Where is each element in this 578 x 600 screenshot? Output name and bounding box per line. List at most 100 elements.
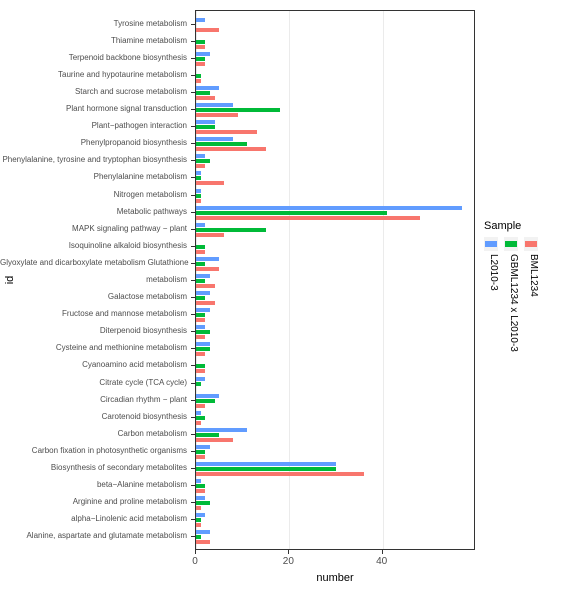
bar — [196, 154, 205, 158]
legend-label: BML1234 — [526, 254, 540, 297]
bar — [196, 438, 233, 442]
bar — [196, 467, 336, 471]
y-tick-mark — [191, 58, 195, 59]
y-axis-title: id — [4, 276, 16, 285]
legend-swatch — [485, 241, 497, 247]
bar — [196, 364, 205, 368]
bar — [196, 62, 205, 66]
x-tick-mark — [195, 550, 196, 554]
y-tick-label: MAPK signaling pathway − plant — [0, 225, 187, 233]
bar — [196, 342, 210, 346]
y-tick-label: Cyanoamino acid metabolism — [0, 361, 187, 369]
bar — [196, 369, 205, 373]
bar — [196, 523, 201, 527]
bar — [196, 382, 201, 386]
y-tick-mark — [191, 417, 195, 418]
bar — [196, 96, 215, 100]
bar — [196, 228, 266, 232]
y-tick-label: Carbon fixation in photosynthetic organi… — [0, 447, 187, 455]
y-tick-mark — [191, 383, 195, 384]
bar — [196, 518, 201, 522]
bar — [196, 245, 205, 249]
bar — [196, 489, 205, 493]
bar — [196, 113, 238, 117]
x-tick-label: 0 — [192, 556, 198, 567]
bar — [196, 335, 205, 339]
bar — [196, 428, 247, 432]
bar — [196, 176, 201, 180]
legend-item: GBML1234 x L2010-3 — [504, 237, 522, 352]
y-tick-label: Thiamine metabolism — [0, 36, 187, 44]
bar — [196, 313, 205, 317]
bar — [196, 296, 205, 300]
y-tick-mark — [191, 280, 195, 281]
y-tick-label: Plant hormone signal transduction — [0, 105, 187, 113]
y-tick-label: Cysteine and methionine metabolism — [0, 344, 187, 352]
y-tick-label: Plant−pathogen interaction — [0, 122, 187, 130]
y-tick-label: Nitrogen metabolism — [0, 190, 187, 198]
bar — [196, 455, 205, 459]
bar — [196, 206, 462, 210]
y-tick-label: Phenylalanine, tyrosine and tryptophan b… — [0, 156, 187, 164]
y-tick-mark — [191, 126, 195, 127]
y-tick-mark — [191, 24, 195, 25]
bar — [196, 164, 205, 168]
y-tick-label: Tyrosine metabolism — [0, 19, 187, 27]
bar — [196, 540, 210, 544]
bar — [196, 318, 205, 322]
bar — [196, 159, 210, 163]
bar — [196, 462, 336, 466]
bar — [196, 330, 210, 334]
y-tick-label: metabolism — [0, 276, 187, 284]
y-tick-mark — [191, 263, 195, 264]
bar — [196, 216, 420, 220]
y-tick-label: Carbon metabolism — [0, 430, 187, 438]
bar — [196, 301, 215, 305]
y-tick-mark — [191, 314, 195, 315]
y-tick-label: Alanine, aspartate and glutamate metabol… — [0, 532, 187, 540]
legend-key — [504, 237, 518, 251]
y-tick-mark — [191, 502, 195, 503]
y-tick-mark — [191, 365, 195, 366]
bar — [196, 496, 205, 500]
bar — [196, 250, 205, 254]
y-tick-label: Circadian rhythm − plant — [0, 395, 187, 403]
bar — [196, 377, 205, 381]
y-tick-mark — [191, 434, 195, 435]
bar — [196, 147, 266, 151]
bar — [196, 279, 205, 283]
x-axis-title: number — [316, 572, 353, 584]
bar — [196, 472, 364, 476]
bar — [196, 535, 201, 539]
bar — [196, 223, 205, 227]
bar — [196, 142, 247, 146]
y-tick-label: Phenylpropanoid biosynthesis — [0, 139, 187, 147]
bar — [196, 513, 205, 517]
y-tick-mark — [191, 212, 195, 213]
legend: Sample L2010-3GBML1234 x L2010-3BML1234 — [484, 220, 544, 354]
y-tick-mark — [191, 348, 195, 349]
y-tick-mark — [191, 468, 195, 469]
bar — [196, 506, 201, 510]
y-tick-label: Metabolic pathways — [0, 207, 187, 215]
legend-title: Sample — [484, 220, 544, 232]
bar — [196, 479, 201, 483]
bar — [196, 181, 224, 185]
bar — [196, 45, 205, 49]
bar — [196, 399, 215, 403]
legend-key — [484, 237, 498, 251]
grid-line — [383, 11, 384, 549]
y-tick-mark — [191, 519, 195, 520]
bar — [196, 284, 215, 288]
x-tick-label: 40 — [376, 556, 387, 567]
y-tick-label: Phenylalanine metabolism — [0, 173, 187, 181]
legend-swatch — [505, 241, 517, 247]
bar — [196, 530, 210, 534]
bar — [196, 352, 205, 356]
bar — [196, 103, 233, 107]
bar — [196, 411, 201, 415]
bar — [196, 257, 219, 261]
bar — [196, 267, 219, 271]
y-tick-mark — [191, 451, 195, 452]
legend-item: BML1234 — [524, 237, 542, 352]
